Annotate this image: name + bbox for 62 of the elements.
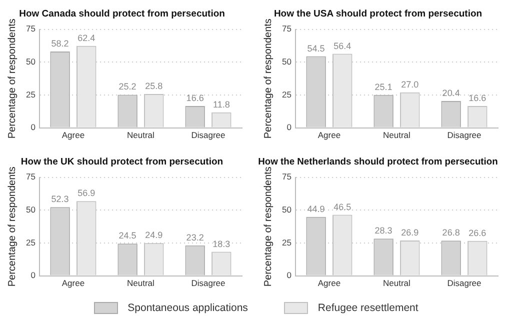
data-label: 56.9 [78, 188, 96, 198]
chart-title: How the USA should protect from persecution [274, 8, 482, 20]
data-label: 58.2 [51, 38, 69, 48]
data-label: 18.3 [212, 238, 230, 249]
data-label: 44.9 [307, 204, 325, 214]
x-tick-label: Disagree [447, 130, 482, 140]
data-label: 11.8 [212, 99, 230, 110]
data-label: 26.6 [468, 228, 486, 238]
legend-label: Refugee resettlement [318, 302, 418, 314]
y-tick-label: 0 [286, 270, 292, 280]
y-axis-title: Percentage of respondents [262, 166, 274, 287]
data-label: 28.3 [374, 226, 392, 236]
data-label: 16.6 [468, 93, 486, 104]
data-label: 25.1 [374, 82, 392, 92]
y-tick-label: 25 [282, 237, 292, 248]
x-tick-label: Disagree [191, 278, 226, 288]
data-label: 24.9 [145, 230, 163, 240]
y-tick-label: 75 [282, 172, 292, 182]
x-tick-label: Agree [318, 130, 341, 140]
x-tick-label: Agree [62, 130, 85, 140]
chart-title: How the UK should protect from persecution [20, 156, 224, 168]
chart-title: How the Netherlands should protect from persecution [258, 155, 498, 166]
chart-title: How Canada should protect from persecution [19, 8, 226, 20]
data-label: 52.3 [51, 194, 69, 204]
data-label: 27.0 [401, 79, 419, 90]
x-tick-label: Disagree [447, 278, 482, 288]
legend-label: Spontaneous applications [128, 302, 248, 314]
x-tick-label: Neutral [127, 130, 155, 140]
data-label: 26.9 [401, 227, 419, 238]
x-tick-label: Agree [62, 278, 85, 288]
x-tick-label: Neutral [383, 130, 411, 140]
y-tick-label: 50 [26, 204, 36, 215]
y-tick-label: 75 [26, 24, 36, 34]
y-tick-label: 50 [26, 56, 36, 67]
y-tick-label: 0 [30, 270, 36, 280]
y-tick-label: 25 [26, 89, 36, 100]
y-tick-label: 75 [26, 172, 36, 182]
x-tick-label: Neutral [127, 278, 155, 288]
data-label: 46.5 [334, 202, 352, 212]
y-tick-label: 0 [286, 122, 292, 132]
y-axis-title: Percentage of respondents [262, 18, 274, 139]
data-label: 25.8 [145, 80, 163, 91]
data-label: 20.4 [442, 88, 460, 98]
data-label: 24.5 [118, 230, 136, 241]
y-axis-title: Percentage of respondents [6, 18, 18, 139]
data-label: 26.8 [442, 228, 460, 238]
y-tick-label: 25 [26, 237, 36, 248]
data-label: 54.5 [307, 43, 325, 54]
x-tick-label: Agree [318, 278, 341, 288]
x-tick-label: Disagree [191, 130, 226, 140]
data-label: 56.4 [334, 40, 352, 51]
y-tick-label: 50 [282, 56, 292, 67]
data-label: 25.2 [118, 82, 136, 92]
data-label: 23.2 [186, 232, 204, 242]
data-label: 62.4 [78, 32, 96, 43]
data-label: 16.6 [186, 93, 204, 104]
y-axis-title: Percentage of respondents [6, 166, 18, 287]
y-tick-label: 50 [282, 204, 292, 215]
x-tick-label: Neutral [383, 278, 411, 288]
y-tick-label: 75 [282, 24, 292, 34]
y-tick-label: 0 [30, 122, 36, 132]
y-tick-label: 25 [282, 89, 292, 100]
